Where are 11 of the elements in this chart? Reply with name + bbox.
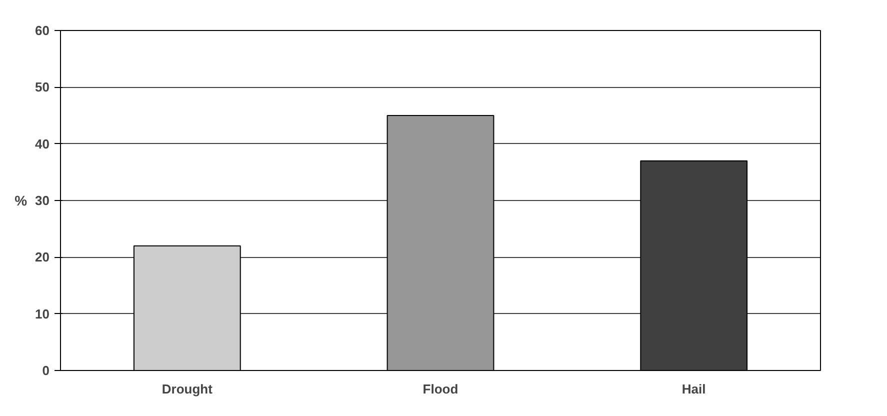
y-tick-label: 20	[35, 250, 50, 265]
y-tick-label: 0	[42, 363, 50, 378]
y-tick-label: 30	[35, 193, 50, 208]
x-tick-label: Flood	[422, 382, 458, 396]
x-tick-label: Hail	[682, 382, 706, 396]
y-tick-label: 60	[35, 23, 50, 38]
x-tick-label: Drought	[162, 382, 214, 396]
y-tick-label: 10	[35, 306, 50, 322]
y-tick-label: 40	[35, 136, 50, 152]
y-axis-title: %	[14, 192, 28, 208]
y-tick-label: 50	[35, 80, 50, 95]
